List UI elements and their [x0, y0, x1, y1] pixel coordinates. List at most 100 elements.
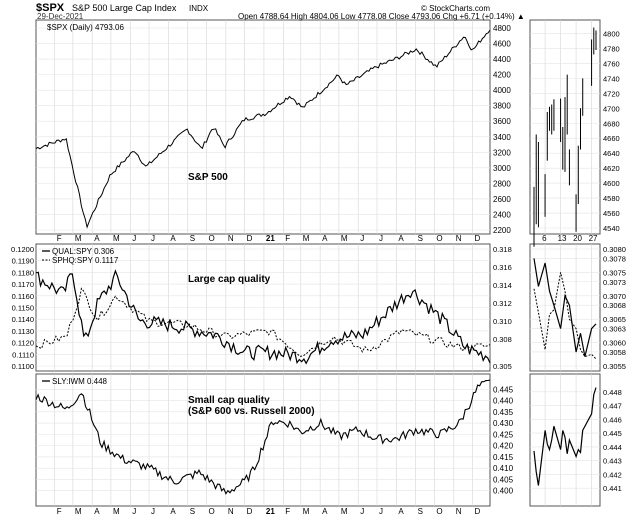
- qual-y-tick-label: 0.316: [493, 263, 512, 272]
- small-cap-quality-annotation: Small cap quality: [188, 395, 270, 406]
- spx-legend: $SPX (Daily) 4793.06: [47, 23, 124, 32]
- sphq-y-tick-label: 0.1130: [12, 327, 34, 336]
- zoom-quality-y-tick-label: 0.3063: [603, 325, 626, 334]
- zoom-quality-y-tick-label: 0.3075: [603, 268, 626, 277]
- spx-y-tick-label: 4400: [493, 55, 511, 64]
- zoom-sly-iwm-line: [533, 387, 597, 486]
- x-tick-label-bottom: D: [247, 507, 253, 516]
- date-label: 29-Dec-2021: [37, 12, 84, 21]
- sphq-y-tick-label: 0.1140: [12, 315, 34, 324]
- x-tick-label-bottom: O: [208, 507, 214, 516]
- zoom-sly-y-tick-label: 0.443: [603, 457, 622, 466]
- spx-y-tick-label: 3000: [493, 164, 511, 173]
- zoom-spx-y-tick-label: 4660: [603, 134, 620, 143]
- spx-y-tick-label: 3200: [493, 148, 511, 157]
- x-tick-label-bottom: O: [436, 507, 442, 516]
- spx-y-tick-label: 4600: [493, 40, 511, 49]
- axis-layer: F F M M A A M M J J J J A A S S O O N N D D 21 21 F F M M A A M M J J J J A A…: [11, 24, 626, 516]
- zoom-mid-frame: [529, 243, 601, 372]
- x-tick-label-top: M: [113, 234, 120, 243]
- sly-y-tick-label: 0.425: [493, 430, 514, 439]
- sp500-annotation: S&P 500: [188, 172, 228, 183]
- zoom-spx-y-tick-label: 4760: [603, 59, 620, 68]
- zoom-sly-y-tick-label: 0.448: [603, 388, 622, 397]
- zoom-quality-y-tick-label: 0.3078: [603, 254, 626, 263]
- x-tick-label-bottom: F: [57, 507, 62, 516]
- zoom-sly-y-tick-label: 0.446: [603, 415, 622, 424]
- spx-y-tick-label: 2200: [493, 226, 511, 235]
- zoom-sly-y-tick-label: 0.444: [603, 443, 622, 452]
- zoom-quality-y-tick-label: 0.3060: [603, 339, 626, 348]
- zoom-sly-y-tick-label: 0.441: [603, 484, 622, 493]
- x-tick-label-top: M: [75, 234, 82, 243]
- x-tick-label-bottom: M: [303, 507, 310, 516]
- x-tick-label-bottom: N: [228, 507, 234, 516]
- x-tick-label-bottom: N: [456, 507, 462, 516]
- x-tick-label-bottom: J: [151, 507, 155, 516]
- sphq-y-tick-label: 0.1190: [12, 257, 34, 266]
- x-tick-label-top: N: [456, 234, 462, 243]
- x-tick-label-bottom: 21: [266, 507, 275, 516]
- small-cap-quality-subannotation: (S&P 600 vs. Russell 2000): [188, 406, 315, 417]
- sphq-y-tick-label: 0.1170: [12, 280, 34, 289]
- spx-y-tick-label: 4800: [493, 24, 511, 33]
- x-tick-label-top: O: [436, 234, 442, 243]
- zoom-spx-y-tick-label: 4740: [603, 74, 620, 83]
- sphq-y-tick-label: 0.1100: [12, 362, 34, 371]
- zoom-spx-y-tick-label: 4640: [603, 149, 620, 158]
- sly-y-tick-label: 0.420: [493, 442, 514, 451]
- x-tick-label-bottom: A: [398, 507, 404, 516]
- zoom-quality-y-tick-label: 0.3055: [603, 362, 626, 371]
- exchange-label: INDX: [189, 4, 209, 13]
- qual-y-tick-label: 0.318: [493, 245, 512, 254]
- sly-y-tick-label: 0.400: [493, 487, 514, 496]
- sphq-spy-line: [35, 287, 491, 357]
- sphq-y-tick-label: 0.1160: [12, 292, 34, 301]
- sphq-y-tick-label: 0.1150: [12, 304, 34, 313]
- zoom-quality-y-tick-label: 0.3068: [603, 301, 626, 310]
- zoom-sly-y-tick-label: 0.445: [603, 429, 622, 438]
- sphq-legend: SPHQ:SPY 0.1117: [52, 256, 119, 265]
- panel-top-frame: [35, 19, 491, 235]
- spx-y-tick-label: 2800: [493, 179, 511, 188]
- x-tick-label-bottom: M: [75, 507, 82, 516]
- large-cap-quality-annotation: Large cap quality: [188, 274, 271, 285]
- sly-y-tick-label: 0.445: [493, 385, 514, 394]
- spx-price-line: [35, 29, 491, 229]
- x-tick-label-top: J: [379, 234, 383, 243]
- zoom-spx-y-tick-label: 4580: [603, 194, 620, 203]
- zoom-spx-y-tick-label: 4600: [603, 179, 620, 188]
- x-tick-label-top: J: [360, 234, 364, 243]
- x-tick-label-top: M: [303, 234, 310, 243]
- qual-y-tick-label: 0.305: [493, 362, 512, 371]
- series-layer: [35, 27, 597, 495]
- zoom-spx-y-tick-label: 4720: [603, 89, 620, 98]
- zoom-spx-y-tick-label: 4560: [603, 209, 620, 218]
- zoom-quality-y-tick-label: 0.3073: [603, 278, 626, 287]
- sly-iwm-line: [35, 379, 491, 495]
- x-tick-label-top: A: [170, 234, 176, 243]
- zoom-x-tick-label: 20: [573, 234, 582, 243]
- x-tick-label-top: F: [57, 234, 62, 243]
- sphq-y-tick-label: 0.1120: [12, 339, 34, 348]
- spx-y-tick-label: 3800: [493, 102, 511, 111]
- sphq-y-tick-label: 0.1180: [12, 268, 34, 277]
- x-tick-label-top: D: [475, 234, 481, 243]
- zoom-x-tick-label: 6: [542, 234, 547, 243]
- x-tick-label-bottom: J: [132, 507, 136, 516]
- ohlc-readout: Open 4788.64 High 4804.06 Low 4778.08 Cl…: [238, 12, 525, 21]
- zoom-quality-y-tick-label: 0.3058: [603, 348, 626, 357]
- qual-y-tick-label: 0.312: [493, 299, 512, 308]
- x-tick-label-bottom: A: [170, 507, 176, 516]
- zoom-quality-y-tick-label: 0.3065: [603, 315, 626, 324]
- x-tick-label-bottom: J: [360, 507, 364, 516]
- sly-y-tick-label: 0.440: [493, 397, 514, 406]
- x-tick-label-top: S: [418, 234, 423, 243]
- x-tick-label-top: F: [285, 234, 290, 243]
- x-tick-label-top: S: [190, 234, 195, 243]
- panel-bot-frame: [35, 373, 491, 507]
- x-tick-label-bottom: A: [322, 507, 328, 516]
- zoom-sly-y-tick-label: 0.447: [603, 402, 622, 411]
- zoom-spx-y-tick-label: 4680: [603, 119, 620, 128]
